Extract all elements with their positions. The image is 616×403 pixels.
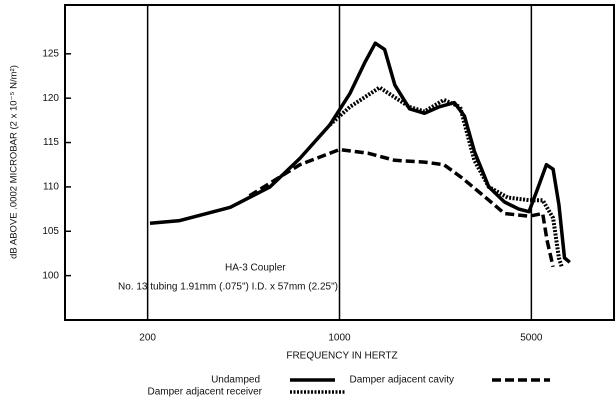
series-line (149, 41, 571, 264)
x-tick-label: 1000 (328, 333, 351, 344)
series-line (328, 85, 564, 268)
y-tick-label: 100 (42, 270, 59, 281)
legend-label: Damper adjacent cavity (350, 375, 455, 386)
y-axis-label: dB ABOVE .0002 MICROBAR (2 x 10⁻⁵ N/m²) (9, 65, 20, 259)
legend-label: Damper adjacent receiver (148, 387, 263, 398)
annotation: No. 13 tubing 1.91mm (.075") I.D. x 57mm… (118, 282, 338, 293)
y-tick-label: 125 (42, 48, 59, 59)
y-tick-label: 120 (42, 93, 59, 104)
y-tick-label: 105 (42, 226, 59, 237)
x-tick-label: 5000 (520, 333, 543, 344)
y-tick-label: 110 (43, 182, 59, 193)
legend-label: Undamped (211, 375, 260, 386)
x-tick-label: 200 (139, 333, 156, 344)
series-line (248, 147, 555, 268)
annotation: HA-3 Coupler (225, 263, 286, 274)
y-tick-label: 115 (43, 137, 59, 148)
x-axis-label: FREQUENCY IN HERTZ (286, 351, 397, 362)
